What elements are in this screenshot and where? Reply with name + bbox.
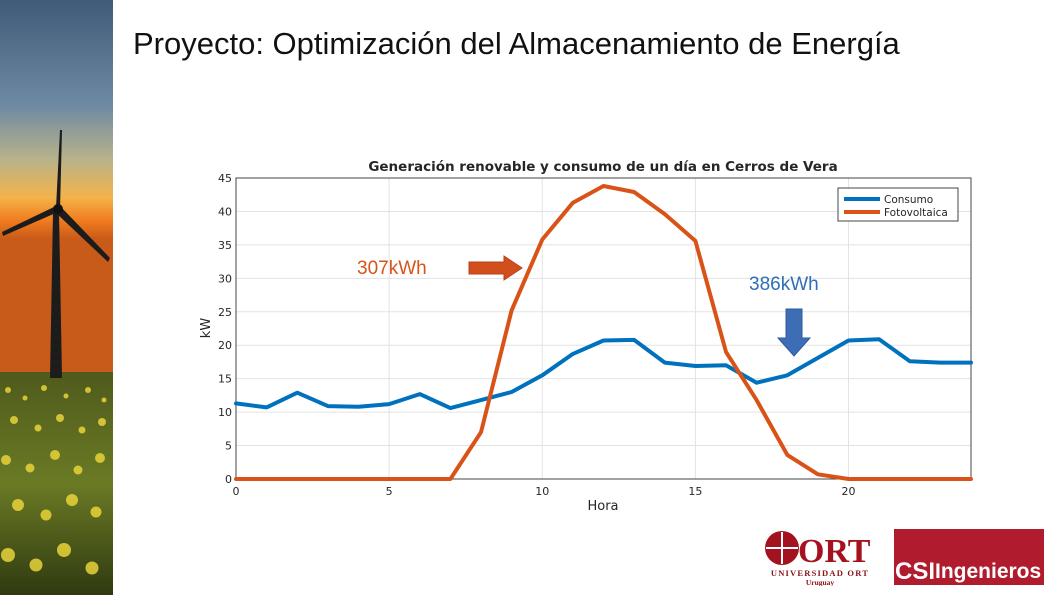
photovoltaic-energy-label: 307kWh [357, 258, 427, 279]
y-tick-label: 20 [218, 339, 232, 352]
y-tick-label: 5 [225, 440, 232, 453]
x-axis-label: Hora [587, 499, 618, 514]
ort-country: Uruguay [806, 578, 835, 586]
wind-turbine-photo [0, 0, 113, 595]
series-line-consumo [234, 337, 973, 411]
csi-mark: CSI [895, 558, 935, 585]
x-tick-label: 0 [233, 485, 240, 498]
y-tick-label: 10 [218, 406, 232, 419]
plot-frame [235, 177, 972, 480]
y-tick-label: 0 [225, 473, 232, 486]
x-tick-label: 5 [386, 485, 393, 498]
grid-lines [235, 177, 971, 480]
ort-name: UNIVERSIDAD ORT [771, 568, 869, 578]
csi-text: Ingenieros [935, 560, 1041, 583]
right-arrow-icon [468, 255, 523, 281]
legend-label: Fotovoltaica [884, 207, 948, 219]
slide-title: Proyecto: Optimización del Almacenamient… [133, 26, 900, 61]
csi-ingenieros-logo: CSI Ingenieros [894, 529, 1044, 585]
consumption-energy-label: 386kWh [749, 274, 819, 295]
x-tick-label: 15 [688, 485, 702, 498]
x-tick-label: 20 [842, 485, 856, 498]
y-tick-label: 40 [218, 205, 232, 218]
y-tick-labels: 0 5 10 15 20 25 30 35 40 45 [218, 172, 232, 486]
series-line-fotovoltaica [234, 184, 973, 481]
y-tick-label: 25 [218, 306, 232, 319]
y-axis-label: kW [199, 318, 214, 339]
y-tick-label: 30 [218, 272, 232, 285]
legend-label: Consumo [884, 194, 933, 206]
down-arrow-icon [777, 308, 811, 357]
x-tick-label: 10 [535, 485, 549, 498]
y-tick-label: 35 [218, 239, 232, 252]
x-tick-labels: 0 5 10 15 20 [233, 485, 856, 498]
y-tick-label: 45 [218, 172, 232, 185]
ort-mark: ORT [798, 533, 871, 570]
universidad-ort-logo: ORT UNIVERSIDAD ORT Uruguay [765, 531, 871, 586]
series-lines [234, 184, 973, 481]
y-tick-label: 15 [218, 373, 232, 386]
chart-title: Generación renovable y consumo de un día… [368, 159, 837, 175]
line-chart: 0 5 10 15 20 0 5 10 15 20 25 30 35 40 45 Generación r… [199, 159, 973, 514]
